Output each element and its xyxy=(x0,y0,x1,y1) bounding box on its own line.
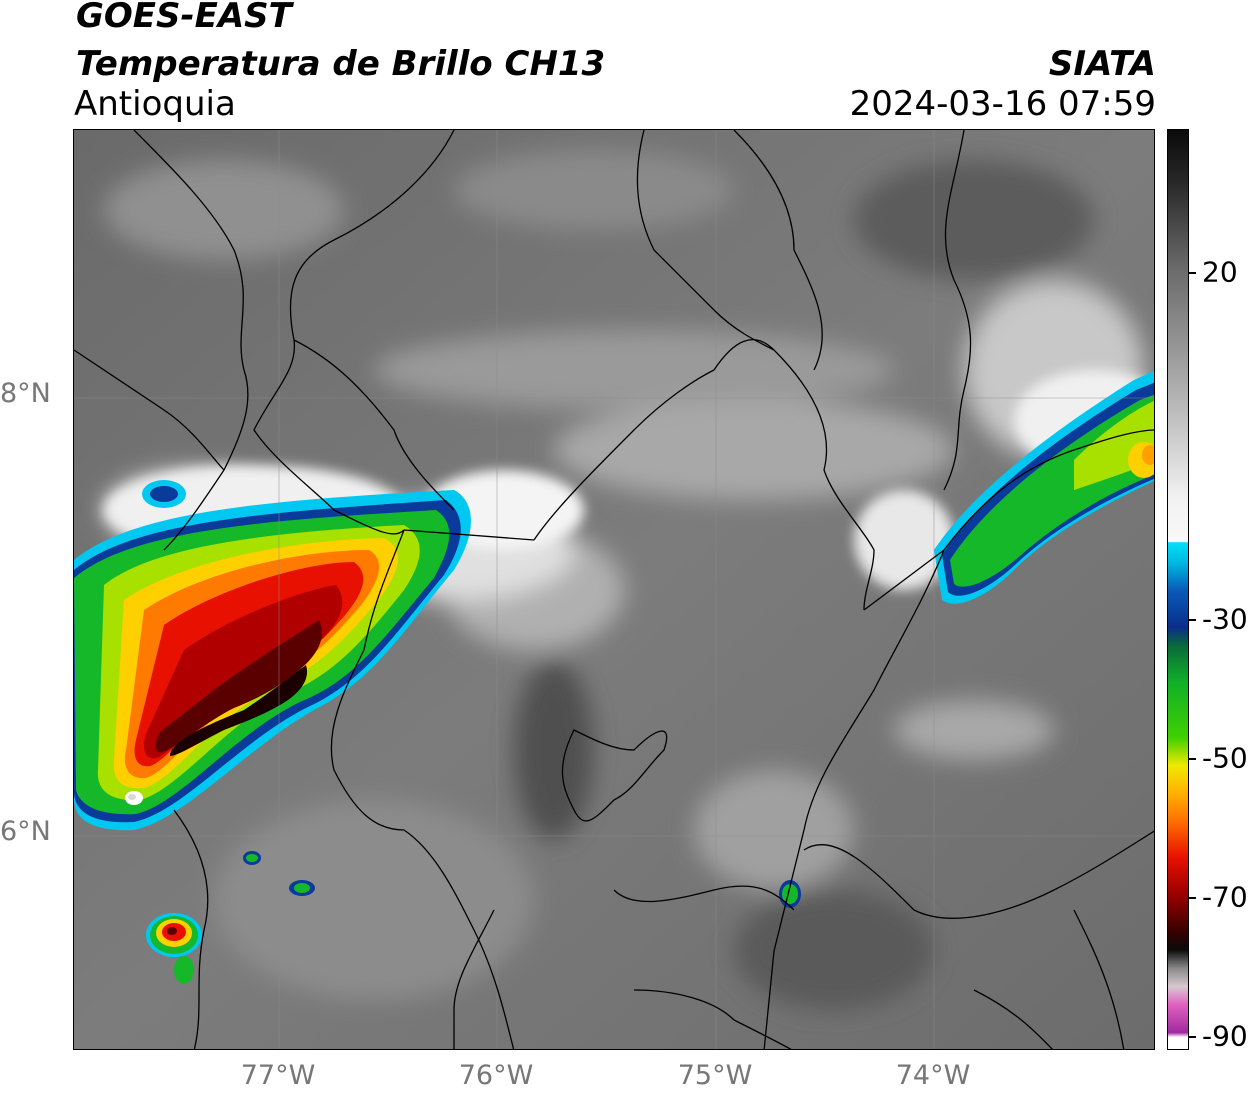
product-title: Temperatura de Brillo CH13 xyxy=(76,44,606,84)
gridlines xyxy=(74,130,1154,1049)
lat-tick-8n: 8°N xyxy=(0,378,51,409)
lon-tick-76w: 76°W xyxy=(458,1060,534,1091)
agency-label: SIATA xyxy=(1048,44,1156,84)
colorbar xyxy=(1167,129,1189,1050)
datetime-label: 2024-03-16 07:59 xyxy=(849,84,1156,124)
satellite-title: GOES-EAST xyxy=(76,0,292,36)
northeast-convective-band xyxy=(934,370,1154,604)
colorbar-label-20: 20 xyxy=(1202,255,1238,289)
satellite-map[interactable] xyxy=(73,129,1155,1050)
colorbar-label-minus90: -90 xyxy=(1202,1019,1248,1053)
colorbar-tick-mark xyxy=(1189,1036,1196,1038)
political-borders xyxy=(74,130,1154,1049)
lat-tick-6n: 6°N xyxy=(0,816,51,847)
colorbar-tick-mark xyxy=(1189,619,1196,621)
colorbar-label-minus70: -70 xyxy=(1202,880,1248,914)
lon-tick-77w: 77°W xyxy=(240,1060,316,1091)
pacific-convective-system xyxy=(74,490,471,831)
colorbar-label-minus30: -30 xyxy=(1202,602,1248,636)
colorbar-tick-mark xyxy=(1189,897,1196,899)
lon-tick-75w: 75°W xyxy=(677,1060,753,1091)
region-label: Antioquia xyxy=(74,84,236,124)
small-storm-cells xyxy=(142,480,801,984)
lon-tick-74w: 74°W xyxy=(895,1060,971,1091)
colorbar-tick-mark xyxy=(1189,272,1196,274)
colorbar-tick-mark xyxy=(1189,758,1196,760)
colorbar-label-minus50: -50 xyxy=(1202,741,1248,775)
